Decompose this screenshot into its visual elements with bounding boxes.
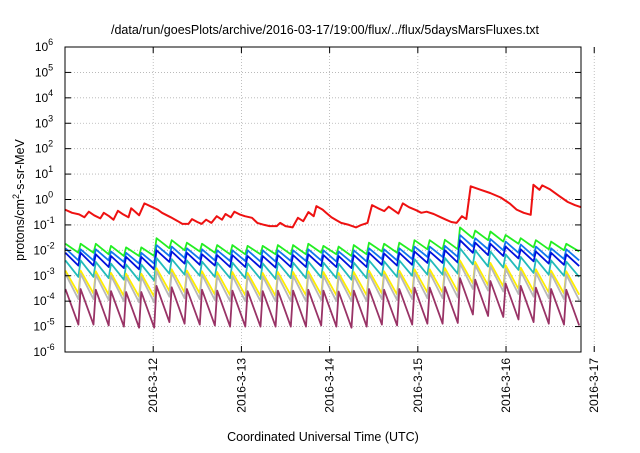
y-tick-base: 10 <box>33 345 47 359</box>
y-tick-base: 10 <box>35 65 49 79</box>
y-tick-label: 106 <box>35 37 53 54</box>
y-tick-exponent: 0 <box>48 190 53 200</box>
series-line-4 <box>64 239 580 271</box>
y-tick-label: 10-2 <box>33 240 54 257</box>
y-tick-base: 10 <box>35 193 49 207</box>
y-tick-label: 10-3 <box>33 266 54 283</box>
y-tick-exponent: -5 <box>47 317 55 327</box>
y-tick-label: 104 <box>35 88 53 105</box>
x-axis-label: Coordinated Universal Time (UTC) <box>227 430 419 444</box>
y-tick-label: 100 <box>35 190 53 207</box>
y-axis-label-tail: -s-sr-MeV <box>13 138 27 194</box>
x-tick-label: 2016-3-15 <box>411 358 425 413</box>
series-lines <box>64 183 582 329</box>
y-tick-exponent: 3 <box>48 113 53 123</box>
y-tick-label: 10-4 <box>33 291 54 308</box>
y-tick-label: 102 <box>35 139 53 156</box>
y-tick-base: 10 <box>33 320 47 334</box>
y-tick-base: 10 <box>33 269 47 283</box>
series-line-8 <box>64 277 581 329</box>
y-tick-label: 10-1 <box>33 215 54 232</box>
y-axis-label-superscript: 2 <box>11 194 21 199</box>
y-tick-base: 10 <box>33 294 47 308</box>
y-tick-exponent: -4 <box>47 291 55 301</box>
y-tick-label: 10-6 <box>33 342 54 359</box>
series-line-5 <box>64 247 580 282</box>
y-tick-base: 10 <box>35 91 49 105</box>
y-axis: 10-610-510-410-310-210-11001011021031041… <box>33 37 581 359</box>
y-tick-label: 105 <box>35 62 53 79</box>
series-line-2 <box>64 226 580 257</box>
x-tick-label: 2016-3-17 <box>587 358 601 413</box>
y-tick-exponent: -3 <box>47 266 55 276</box>
y-tick-base: 10 <box>33 243 47 257</box>
x-tick-label: 2016-3-14 <box>323 358 337 413</box>
chart-title: /data/run/goesPlots/archive/2016-03-17/1… <box>111 23 540 37</box>
y-tick-exponent: -6 <box>47 342 55 352</box>
y-tick-base: 10 <box>33 218 47 232</box>
series-line-1 <box>64 183 582 229</box>
x-axis: 2016-3-12 2016-3-13 2016-3-14 2016-3-15 2016… <box>146 47 601 413</box>
y-tick-exponent: -2 <box>47 240 55 250</box>
y-tick-label: 10-5 <box>33 317 54 334</box>
y-tick-base: 10 <box>35 167 49 181</box>
y-tick-exponent: 2 <box>48 139 53 149</box>
y-tick-base: 10 <box>35 142 49 156</box>
y-tick-exponent: 4 <box>48 88 53 98</box>
y-tick-label: 101 <box>35 164 53 181</box>
y-axis-label-main: protons/cm <box>13 199 27 261</box>
y-tick-base: 10 <box>35 40 49 54</box>
y-tick-exponent: 1 <box>48 164 53 174</box>
y-tick-exponent: 6 <box>48 37 53 47</box>
y-tick-base: 10 <box>35 116 49 130</box>
y-tick-exponent: 5 <box>48 62 53 72</box>
series-line-7 <box>64 262 581 304</box>
y-tick-label: 103 <box>35 113 53 130</box>
x-tick-label: 2016-3-16 <box>499 358 513 413</box>
x-tick-label: 2016-3-12 <box>146 358 160 413</box>
y-tick-exponent: -1 <box>47 215 55 225</box>
x-tick-label: 2016-3-13 <box>234 358 248 413</box>
y-axis-label: protons/cm2-s-sr-MeV <box>11 138 27 260</box>
